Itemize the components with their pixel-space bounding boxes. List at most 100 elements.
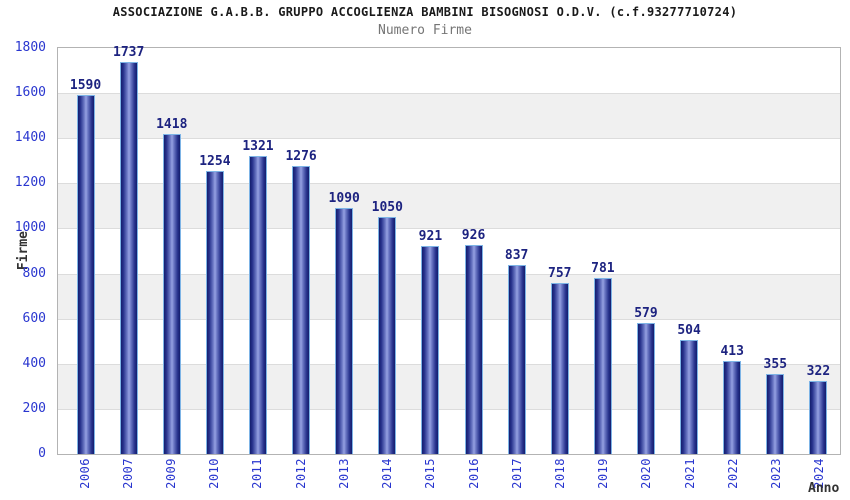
y-tick-label: 0 (38, 446, 46, 461)
plot-area: 1590 1737 1418 1254 1321 1276 1090 1050 921 926 83… (57, 45, 841, 455)
x-tick-label: 2018 (553, 458, 568, 489)
x-tick-cell: 2022 (711, 458, 754, 498)
bar-value-label: 1590 (69, 78, 102, 94)
bar-2014 (378, 217, 397, 454)
bar-2023 (766, 373, 785, 454)
bar-value-label: 926 (461, 228, 486, 244)
bar-2016 (464, 245, 483, 454)
plot-band (58, 228, 840, 274)
gridline (58, 183, 840, 185)
bar-column-2016: 926 (452, 48, 495, 454)
plot-band (58, 363, 840, 409)
bar-2007 (119, 62, 138, 454)
y-tick-label: 1200 (14, 175, 46, 191)
bar-column-2006: 1590 (64, 48, 107, 454)
x-tick-label: 2013 (336, 458, 351, 489)
x-tick-label: 2020 (639, 458, 654, 489)
bar-2024 (809, 381, 828, 454)
bar-value-label: 1737 (113, 45, 145, 61)
x-tick-cell: 2010 (193, 458, 236, 498)
gridline (58, 363, 840, 365)
bar-2021 (680, 340, 699, 454)
x-tick-cell: 2023 (755, 458, 798, 498)
bar-column-2007: 1737 (107, 45, 150, 454)
bar-value-label: 1254 (199, 154, 231, 170)
bar-column-2012: 1276 (280, 48, 323, 454)
x-tick-cell: 2012 (279, 458, 322, 498)
bar-value-label: 1418 (156, 117, 188, 133)
y-tick-label: 400 (22, 355, 46, 371)
bar-column-2021: 504 (668, 48, 711, 454)
bar-value-label: 1050 (371, 200, 403, 216)
bar-series: 1590 1737 1418 1254 1321 1276 1090 1050 921 926 83… (64, 45, 840, 454)
x-tick-label: 2006 (77, 458, 92, 489)
gridline (58, 93, 840, 95)
bar-value-label: 921 (418, 229, 443, 245)
x-axis-title: Anno (808, 481, 840, 496)
bar-value-label: 757 (548, 266, 572, 282)
bar-value-label: 1321 (242, 139, 274, 155)
y-tick-label: 1600 (14, 85, 46, 101)
y-tick-label: 200 (22, 400, 46, 416)
y-tick-label: 800 (22, 265, 46, 281)
plot-band (58, 138, 840, 184)
x-tick-cell: 2017 (495, 458, 538, 498)
x-tick-label: 2009 (164, 458, 179, 489)
x-tick-cell: 2021 (668, 458, 711, 498)
bar-value-label: 413 (720, 343, 744, 359)
x-tick-label: 2010 (207, 458, 222, 489)
bar-2018 (550, 283, 569, 454)
x-tick-label: 2023 (769, 458, 784, 489)
bar-2020 (636, 323, 655, 454)
gridline (58, 273, 840, 275)
bar-value-label: 837 (504, 248, 529, 264)
x-tick-cell: 2013 (322, 458, 365, 498)
plot-band (58, 93, 840, 139)
bar-2013 (335, 208, 354, 454)
x-tick-label: 2022 (725, 458, 740, 489)
x-tick-label: 2016 (466, 458, 481, 489)
bar-value-label: 1090 (328, 191, 360, 207)
x-tick-cell: 2019 (582, 458, 625, 498)
bar-2012 (292, 166, 311, 454)
plot-band (58, 318, 840, 364)
chart-subtitle: Numero Firme (378, 23, 472, 38)
bar-column-2020: 579 (624, 48, 667, 454)
y-tick-label: 1000 (14, 220, 46, 236)
x-tick-cell: 2007 (106, 458, 149, 498)
plot-bands (58, 48, 840, 454)
bar-column-2015: 921 (409, 48, 452, 454)
bar-column-2009: 1418 (150, 48, 193, 454)
chart-title: ASSOCIAZIONE G.A.B.B. GRUPPO ACCOGLIENZA… (112, 5, 738, 19)
bar-column-2010: 1254 (193, 48, 236, 454)
bar-2017 (507, 265, 526, 454)
x-tick-cell: 2009 (149, 458, 192, 498)
plot-band (58, 273, 840, 319)
gridline (58, 228, 840, 230)
bar-column-2013: 1090 (323, 48, 366, 454)
bar-2006 (76, 95, 95, 454)
x-tick-label: 2021 (682, 458, 697, 489)
x-axis: 2006 2007 2009 2010 2011 2012 2013 2014 2015 2016… (63, 458, 841, 498)
y-tick-label: 1400 (14, 130, 46, 146)
x-tick-cell: 2018 (538, 458, 581, 498)
bar-2015 (421, 246, 440, 454)
x-tick-label: 2007 (120, 458, 135, 489)
bar-value-label: 1276 (285, 149, 317, 165)
plot-band (58, 183, 840, 229)
bar-column-2011: 1321 (236, 48, 279, 454)
bar-column-2014: 1050 (366, 48, 409, 454)
x-tick-label: 2012 (293, 458, 308, 489)
bar-column-2023: 355 (754, 48, 797, 454)
bar-2010 (205, 171, 224, 454)
x-tick-cell: 2006 (63, 458, 106, 498)
y-tick-label: 600 (22, 310, 46, 326)
x-tick-label: 2014 (380, 458, 395, 489)
bar-2011 (248, 156, 267, 454)
bar-column-2018: 757 (538, 48, 581, 454)
x-tick-label: 2019 (596, 458, 611, 489)
x-tick-cell: 2014 (366, 458, 409, 498)
x-tick-label: 2017 (509, 458, 524, 489)
bar-2019 (593, 277, 612, 454)
bar-value-label: 579 (634, 306, 658, 322)
